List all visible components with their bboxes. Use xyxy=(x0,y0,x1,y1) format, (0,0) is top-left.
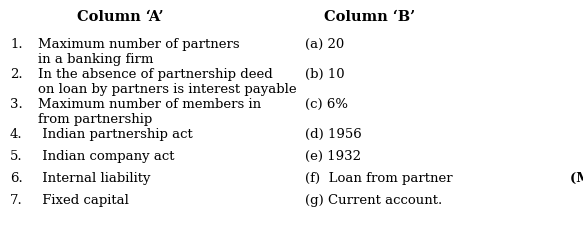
Text: Indian company act: Indian company act xyxy=(38,150,174,163)
Text: 7.: 7. xyxy=(10,194,23,207)
Text: (d) 1956: (d) 1956 xyxy=(305,128,361,141)
Text: (a) 20: (a) 20 xyxy=(305,38,344,51)
Text: Maximum number of partners: Maximum number of partners xyxy=(38,38,240,51)
Text: Column ‘A’: Column ‘A’ xyxy=(77,10,163,24)
Text: (f)  Loan from partner: (f) Loan from partner xyxy=(305,172,452,185)
Text: on loan by partners is interest payable: on loan by partners is interest payable xyxy=(38,83,297,96)
Text: Fixed capital: Fixed capital xyxy=(38,194,129,207)
Text: Internal liability: Internal liability xyxy=(38,172,150,185)
Text: Indian partnership act: Indian partnership act xyxy=(38,128,193,141)
Text: (MP 2010): (MP 2010) xyxy=(570,172,583,185)
Text: (b) 10: (b) 10 xyxy=(305,68,345,81)
Text: in a banking firm: in a banking firm xyxy=(38,53,153,66)
Text: In the absence of partnership deed: In the absence of partnership deed xyxy=(38,68,273,81)
Text: from partnership: from partnership xyxy=(38,113,152,126)
Text: 1.: 1. xyxy=(10,38,23,51)
Text: 4.: 4. xyxy=(10,128,23,141)
Text: 6.: 6. xyxy=(10,172,23,185)
Text: 2.: 2. xyxy=(10,68,23,81)
Text: 3.: 3. xyxy=(10,98,23,111)
Text: 5.: 5. xyxy=(10,150,23,163)
Text: (g) Current account.: (g) Current account. xyxy=(305,194,442,207)
Text: Maximum number of members in: Maximum number of members in xyxy=(38,98,261,111)
Text: (c) 6%: (c) 6% xyxy=(305,98,348,111)
Text: Column ‘B’: Column ‘B’ xyxy=(324,10,416,24)
Text: (e) 1932: (e) 1932 xyxy=(305,150,361,163)
